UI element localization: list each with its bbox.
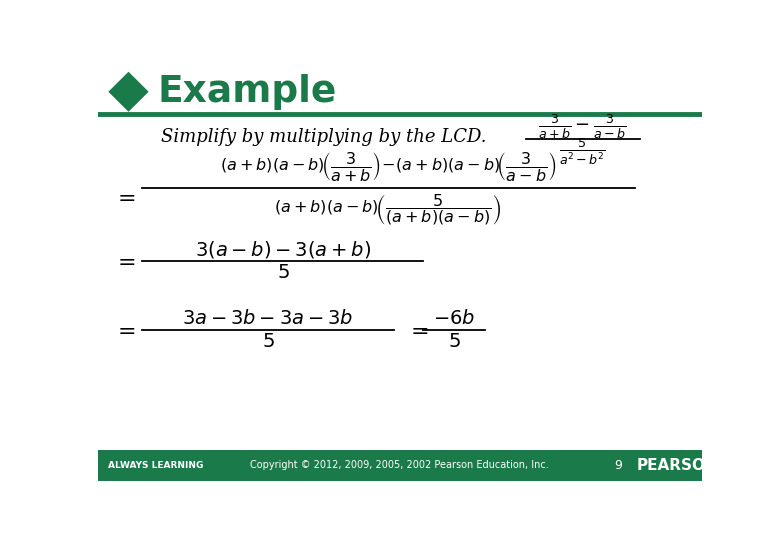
Bar — [98, 450, 702, 481]
Text: $(a+b)(a-b)\!\left(\dfrac{5}{(a+b)(a-b)}\right)$: $(a+b)(a-b)\!\left(\dfrac{5}{(a+b)(a-b)}… — [275, 192, 502, 227]
Text: $3a-3b-3a-3b$: $3a-3b-3a-3b$ — [183, 309, 353, 328]
Text: $3(a-b)-3(a+b)$: $3(a-b)-3(a+b)$ — [196, 239, 371, 260]
Text: $5$: $5$ — [448, 332, 460, 351]
Text: $=$: $=$ — [113, 187, 136, 207]
Text: PEARSON: PEARSON — [636, 458, 718, 472]
Text: Copyright © 2012, 2009, 2005, 2002 Pearson Education, Inc.: Copyright © 2012, 2009, 2005, 2002 Pears… — [250, 460, 549, 470]
Text: $=$: $=$ — [113, 320, 136, 340]
Text: ALWAYS LEARNING: ALWAYS LEARNING — [108, 461, 204, 470]
Polygon shape — [108, 72, 149, 112]
Text: Example: Example — [158, 74, 337, 110]
Text: 9: 9 — [615, 458, 622, 472]
Text: $5$: $5$ — [277, 263, 290, 282]
Text: Simplify by multiplying by the LCD.: Simplify by multiplying by the LCD. — [161, 128, 487, 146]
Text: $(a+b)(a-b)\!\left(\dfrac{3}{a+b}\right)\!-\!(a+b)(a-b)\!\left(\dfrac{3}{a-b}\ri: $(a+b)(a-b)\!\left(\dfrac{3}{a+b}\right)… — [220, 150, 556, 183]
Text: $-6b$: $-6b$ — [433, 309, 475, 328]
Text: $=$: $=$ — [406, 320, 428, 340]
Text: $\frac{5}{a^2-b^2}$: $\frac{5}{a^2-b^2}$ — [558, 137, 605, 167]
Text: $\frac{3}{a+b} - \frac{3}{a-b}$: $\frac{3}{a+b} - \frac{3}{a-b}$ — [537, 112, 626, 141]
Text: $=$: $=$ — [113, 251, 136, 271]
Text: $5$: $5$ — [261, 332, 275, 351]
